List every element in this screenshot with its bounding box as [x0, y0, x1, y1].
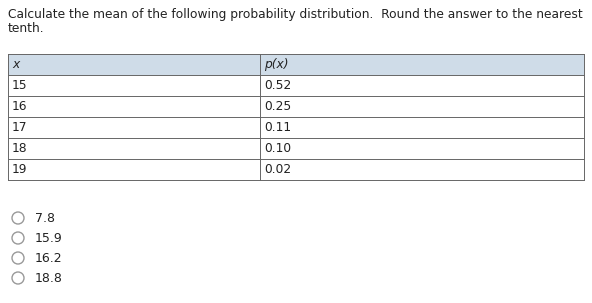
Text: 19: 19	[12, 163, 27, 176]
Text: Calculate the mean of the following probability distribution.  Round the answer : Calculate the mean of the following prob…	[8, 8, 583, 21]
Text: 7.8: 7.8	[35, 211, 55, 225]
Text: 15.9: 15.9	[35, 231, 63, 245]
Text: 0.11: 0.11	[264, 121, 291, 134]
Text: 0.25: 0.25	[264, 100, 291, 113]
Text: 18: 18	[12, 142, 28, 155]
Text: 15: 15	[12, 79, 28, 92]
Text: 0.52: 0.52	[264, 79, 291, 92]
Text: 16: 16	[12, 100, 27, 113]
Text: 16.2: 16.2	[35, 251, 63, 265]
Text: 0.10: 0.10	[264, 142, 291, 155]
Text: p(x): p(x)	[264, 58, 288, 71]
Text: x: x	[12, 58, 20, 71]
Bar	[8, 54, 584, 75]
Text: 0.02: 0.02	[264, 163, 291, 176]
Text: 17: 17	[12, 121, 27, 134]
Text: tenth.: tenth.	[8, 22, 44, 35]
Text: 18.8: 18.8	[35, 271, 63, 285]
